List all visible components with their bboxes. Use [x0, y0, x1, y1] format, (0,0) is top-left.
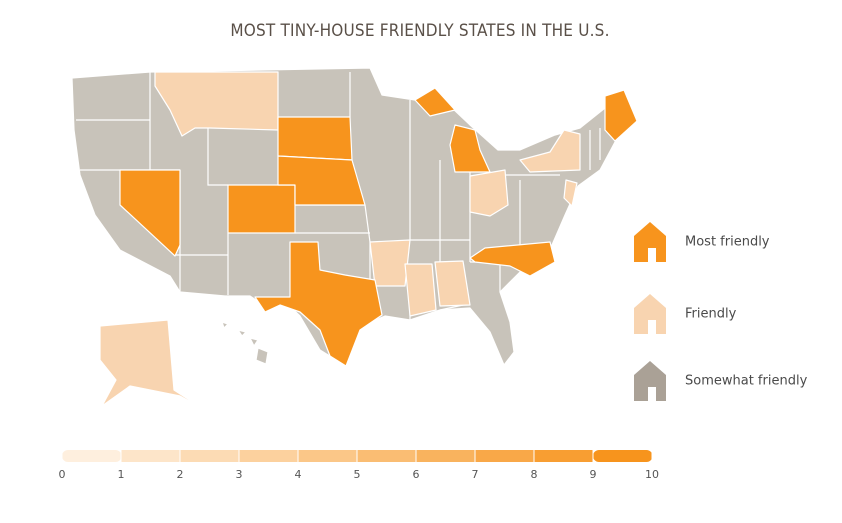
- state: [154, 71, 279, 137]
- state: [519, 129, 581, 173]
- scale-tick-label: 1: [118, 468, 125, 481]
- legend-icon: [634, 294, 666, 334]
- scale-tick-label: 0: [59, 468, 66, 481]
- scale-tick-label: 4: [295, 468, 302, 481]
- state: [563, 179, 578, 207]
- state: [254, 241, 383, 367]
- scale-segment: [357, 450, 417, 462]
- state: [449, 124, 491, 173]
- state: [249, 337, 259, 347]
- legend: Most friendly Friendly Somewhat friendly: [634, 222, 808, 401]
- legend-icon: [634, 222, 666, 262]
- scale-tick-label: 2: [177, 468, 184, 481]
- scale-tick-label: 7: [472, 468, 479, 481]
- state: [469, 169, 509, 217]
- scale-segment: [416, 450, 476, 462]
- state: [221, 321, 229, 329]
- legend-label: Friendly: [685, 307, 737, 322]
- scale-tick-label: 5: [354, 468, 361, 481]
- us-map: [71, 67, 638, 411]
- scale-segment: [62, 450, 122, 462]
- scale-segment: [239, 450, 299, 462]
- scale-tick-label: 3: [236, 468, 243, 481]
- scale-segment: [180, 450, 240, 462]
- state: [119, 169, 181, 257]
- scale-tick-label: 10: [645, 468, 659, 481]
- color-scale: 0 1 2 3 4 5 6 7 8 9 10: [59, 450, 659, 481]
- state: [71, 67, 638, 367]
- scale-tick-label: 6: [413, 468, 420, 481]
- scale-segment: [534, 450, 594, 462]
- scale-segment: [593, 450, 653, 462]
- state: [227, 184, 296, 234]
- state: [99, 319, 206, 411]
- scale-tick-label: 9: [590, 468, 597, 481]
- state: [404, 263, 437, 317]
- legend-label: Somewhat friendly: [685, 374, 808, 389]
- scale-segment: [298, 450, 358, 462]
- scale-segment: [121, 450, 181, 462]
- legend-label: Most friendly: [685, 235, 770, 250]
- state: [255, 347, 269, 365]
- legend-icon: [634, 361, 666, 401]
- title: MOST TINY-HOUSE FRIENDLY STATES IN THE U…: [230, 21, 609, 41]
- state: [434, 260, 471, 307]
- state: [369, 239, 411, 287]
- state: [414, 87, 456, 117]
- state: [469, 241, 556, 277]
- scale-tick-label: 8: [531, 468, 538, 481]
- state: [237, 329, 247, 337]
- state: [277, 116, 353, 161]
- state: [604, 89, 638, 142]
- scale-segment: [475, 450, 535, 462]
- state: [277, 155, 366, 206]
